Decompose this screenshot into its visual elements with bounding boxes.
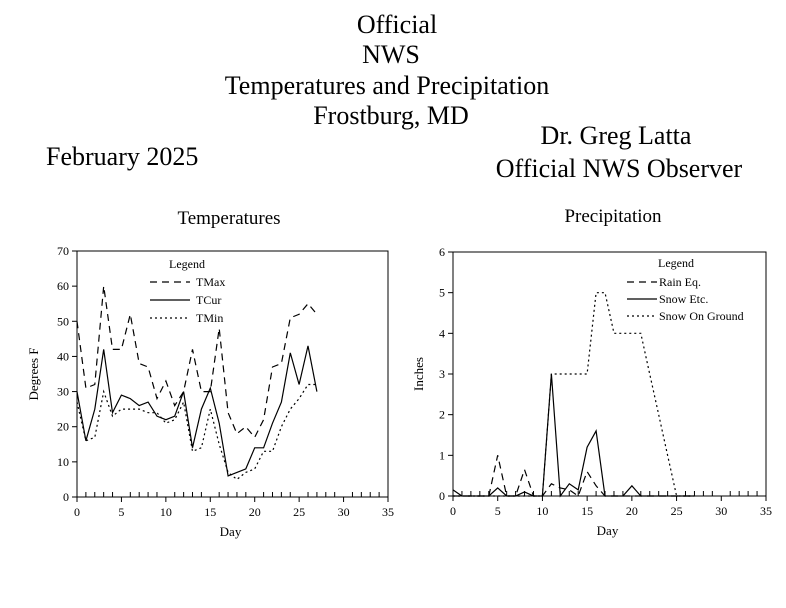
temp-legend-label: TMin: [196, 311, 223, 325]
temp-series-line-tmin: [76, 383, 317, 481]
precip-y-tick-label: 5: [439, 286, 445, 300]
precip-y-tick-label: 6: [439, 245, 445, 259]
temp-x-tick-label: 35: [382, 505, 394, 519]
temp-x-tick-label: 5: [118, 505, 124, 519]
title-line-location: Frostburg, MD: [313, 101, 469, 130]
temp-x-tick-label: 15: [204, 505, 216, 519]
title-line-subject: Temperatures and Precipitation: [224, 71, 550, 100]
temp-series-line-tmax: [76, 286, 318, 439]
observer-name: Dr. Greg Latta: [540, 121, 692, 150]
temp-y-tick-label: 50: [57, 314, 69, 328]
temp-legend-label: TMax: [196, 275, 225, 289]
temp-x-tick-label: 10: [160, 505, 172, 519]
temp-x-tick-label: 30: [338, 505, 350, 519]
precip-x-tick-label: 30: [715, 504, 727, 518]
precip-plot-frame: [452, 251, 767, 497]
temp-y-tick-label: 20: [57, 420, 69, 434]
precip-x-tick-label: 20: [626, 504, 638, 518]
temp-x-tick-label: 25: [293, 505, 305, 519]
precip-y-tick-label: 3: [439, 367, 445, 381]
precip-series-line-rain-eq-: [453, 455, 695, 497]
month-label: February 2025: [46, 142, 199, 171]
temp-series-line-tcur: [76, 345, 318, 477]
precip-y-axis-label: Inches: [411, 357, 426, 391]
precip-x-tick-label: 5: [495, 504, 501, 518]
precip-x-tick-label: 15: [581, 504, 593, 518]
temp-y-tick-label: 10: [57, 455, 69, 469]
temp-x-axis-label: Day: [220, 524, 242, 539]
temp-y-axis-label: Degrees F: [26, 347, 41, 400]
temp-x-tick-label: 20: [249, 505, 261, 519]
precip-legend-label: Snow Etc.: [659, 292, 708, 306]
temp-y-tick-label: 0: [63, 490, 69, 504]
title-line-nws: NWS: [362, 40, 420, 69]
title-line-official: Official: [356, 10, 438, 39]
precip-y-tick-label: 1: [439, 448, 445, 462]
temp-plot-frame: [76, 250, 389, 498]
precip-x-tick-label: 10: [536, 504, 548, 518]
temp-x-tick-label: 0: [74, 505, 80, 519]
precip-y-tick-label: 4: [439, 326, 445, 340]
temp-y-tick-label: 60: [57, 279, 69, 293]
precip-y-tick-label: 2: [439, 408, 445, 422]
temp-y-tick-label: 30: [57, 385, 69, 399]
precip-chart-title: Precipitation: [564, 206, 662, 227]
precip-legend-title: Legend: [658, 256, 694, 270]
precip-x-axis-label: Day: [597, 523, 619, 538]
precip-legend-label: Rain Eq.: [659, 275, 701, 289]
temp-y-tick-label: 40: [57, 349, 69, 363]
precip-series-line-snow-on-ground: [453, 292, 695, 497]
precip-legend-label: Snow On Ground: [659, 309, 744, 323]
precip-series-line-snow-etc-: [452, 373, 695, 498]
temp-y-tick-label: 70: [57, 244, 69, 258]
observer-title: Official NWS Observer: [495, 154, 743, 183]
precip-x-tick-label: 35: [760, 504, 772, 518]
temp-chart-title: Temperatures: [177, 208, 280, 229]
temp-legend-label: TCur: [196, 293, 221, 307]
temp-legend-title: Legend: [169, 257, 205, 271]
precip-y-tick-label: 0: [439, 489, 445, 503]
precip-x-tick-label: 25: [671, 504, 683, 518]
precip-x-tick-label: 0: [450, 504, 456, 518]
